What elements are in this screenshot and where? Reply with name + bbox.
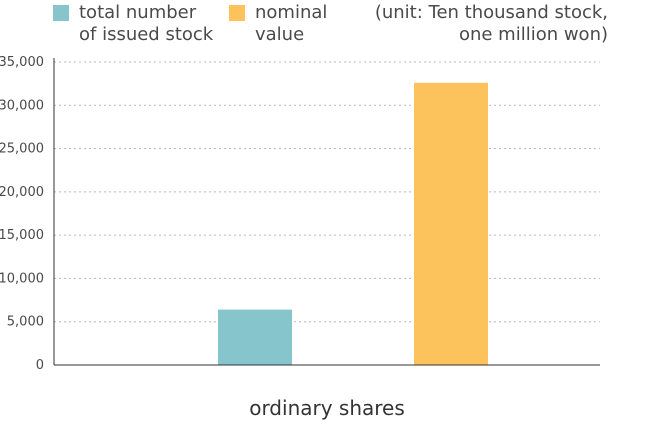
y-tick-label: 35,000: [0, 55, 44, 70]
legend: total number of issued stock nominal val…: [0, 0, 653, 50]
y-tick-label: 10,000: [0, 271, 44, 286]
bar-nominal-value: [414, 82, 488, 365]
gridlines: [54, 61, 600, 323]
bar-issued-stock: [218, 309, 292, 365]
bars: [218, 82, 488, 365]
y-axis-ticks: 0 5,000 10,000 15,000 20,000 25,000 30,000 35,0…: [0, 55, 44, 373]
y-tick-label: 0: [36, 358, 44, 373]
legend-label-nominal-value: nominal value: [255, 2, 328, 45]
y-tick-label: 5,000: [7, 315, 44, 330]
legend-label-issued-stock: total number of issued stock: [79, 2, 214, 45]
y-tick-label: 15,000: [0, 228, 44, 243]
y-tick-label: 20,000: [0, 185, 44, 200]
x-axis-label: ordinary shares: [249, 396, 405, 420]
legend-item-issued-stock: total number of issued stock: [53, 2, 213, 46]
unit-note: (unit: Ten thousand stock, one million w…: [374, 2, 608, 45]
y-tick-label: 25,000: [0, 142, 44, 157]
legend-swatch-nominal-value: [229, 5, 245, 21]
legend-item-nominal-value: nominal value: [229, 2, 327, 46]
y-tick-label: 30,000: [0, 98, 44, 113]
legend-swatch-issued-stock: [53, 5, 69, 21]
